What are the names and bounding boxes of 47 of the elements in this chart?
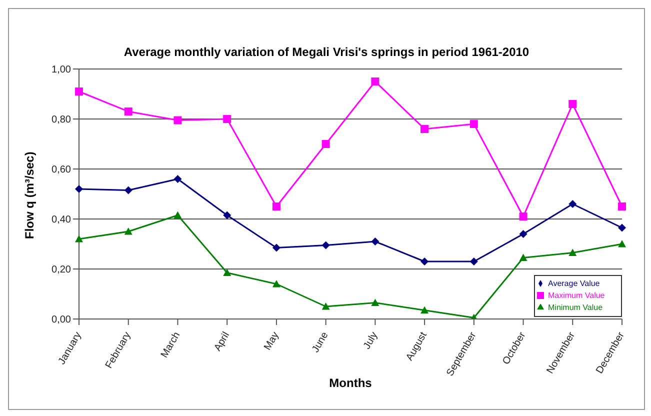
point bbox=[420, 125, 429, 133]
y-tick-label: 0,00 bbox=[52, 314, 72, 326]
point bbox=[223, 211, 232, 220]
legend-label: Maximum Value bbox=[548, 291, 605, 300]
point bbox=[124, 108, 132, 116]
point bbox=[322, 302, 330, 310]
point bbox=[568, 100, 577, 108]
point bbox=[519, 254, 528, 261]
point bbox=[322, 241, 330, 250]
point bbox=[75, 235, 83, 242]
point bbox=[371, 238, 380, 246]
point bbox=[272, 202, 280, 210]
chart-title: Average monthly variation of Megali Vrisi's springs in period 1961-2010 bbox=[122, 45, 530, 59]
point bbox=[371, 298, 380, 306]
legend-label: Average Value bbox=[548, 279, 600, 288]
legend-label: Minimum Value bbox=[548, 303, 603, 312]
point bbox=[124, 186, 132, 194]
point bbox=[618, 202, 626, 210]
point bbox=[174, 116, 182, 124]
point bbox=[223, 115, 232, 123]
point bbox=[420, 306, 429, 314]
point bbox=[470, 120, 478, 128]
point bbox=[272, 244, 280, 252]
y-axis-title: Flow q (m³/sec) bbox=[22, 152, 36, 239]
point bbox=[174, 175, 182, 183]
point bbox=[75, 88, 83, 96]
y-tick-label: 0,60 bbox=[52, 164, 72, 176]
y-tick-label: 0,20 bbox=[52, 264, 72, 276]
point bbox=[568, 200, 577, 208]
point bbox=[519, 230, 528, 238]
point bbox=[371, 78, 380, 86]
x-axis-title: Months bbox=[329, 376, 372, 390]
point bbox=[124, 228, 132, 235]
point bbox=[322, 140, 330, 148]
point bbox=[618, 240, 626, 248]
point bbox=[174, 211, 182, 218]
point bbox=[75, 185, 83, 193]
point bbox=[272, 280, 280, 288]
point bbox=[420, 258, 429, 266]
point bbox=[470, 258, 478, 266]
point bbox=[223, 268, 232, 276]
y-tick-label: 0,40 bbox=[52, 214, 72, 226]
point bbox=[618, 224, 626, 232]
y-tick-label: 1,00 bbox=[52, 64, 72, 76]
point bbox=[568, 248, 577, 256]
point bbox=[519, 212, 528, 220]
y-tick-label: 0,80 bbox=[52, 114, 72, 126]
